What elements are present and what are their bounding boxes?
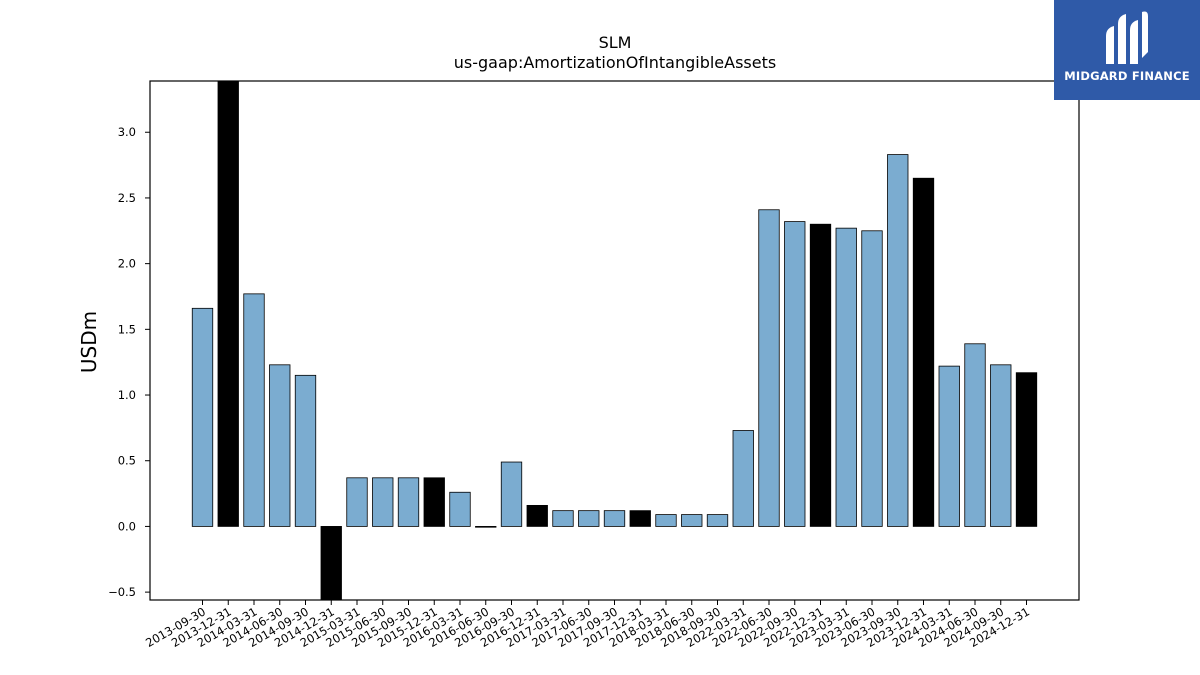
bar-2014-06-30 — [269, 364, 291, 527]
bar-2014-12-31 — [320, 526, 342, 601]
bar-2017-12-31 — [629, 510, 651, 527]
bar-2016-06-30 — [475, 526, 497, 528]
midgard-logo-icon — [1106, 11, 1148, 64]
plot-frame — [149, 80, 1080, 601]
bar-2024-09-30 — [990, 364, 1012, 527]
bar-2018-06-30 — [681, 514, 703, 527]
bar-2013-09-30 — [191, 307, 214, 527]
bar-2018-09-30 — [706, 514, 729, 527]
bar-2022-12-31 — [809, 223, 832, 527]
bar-2017-03-31 — [552, 510, 574, 527]
chart-subtitle: us-gaap:AmortizationOfIntangibleAssets — [454, 53, 776, 72]
x-axis-ticks: 2013-09-302013-12-312014-03-312014-06-30… — [143, 600, 1032, 650]
y-tick-label: 1.0 — [118, 388, 136, 402]
bar-2015-06-30 — [372, 477, 394, 527]
bar-2015-03-31 — [346, 477, 368, 527]
y-axis-ticks: −0.5 0.0 0.5 1.0 1.5 2.0 2.5 3.0 — [108, 125, 150, 599]
y-tick-label: 2.5 — [118, 191, 136, 205]
bar-2015-12-31 — [423, 477, 445, 527]
bar-2016-12-31 — [526, 504, 548, 527]
bar-2024-03-31 — [938, 365, 960, 527]
y-tick-label: 3.0 — [118, 125, 136, 139]
bar-2023-09-30 — [887, 154, 909, 527]
bar-2014-09-30 — [294, 374, 317, 527]
brand-logo: MIDGARD FINANCE — [1054, 0, 1200, 100]
y-tick-label: 0.0 — [118, 519, 136, 533]
bar-2013-12-31 — [217, 80, 239, 527]
bar-2024-06-30 — [964, 343, 986, 527]
bar-2023-12-31 — [912, 177, 935, 527]
bar-2014-03-31 — [243, 293, 265, 527]
bar-2023-03-31 — [835, 227, 857, 527]
y-axis-label: USDm — [77, 311, 101, 373]
bar-2018-03-31 — [655, 514, 677, 527]
bar-2016-09-30 — [500, 461, 523, 527]
y-tick-label: 0.5 — [118, 454, 136, 468]
bar-2023-06-30 — [861, 230, 883, 527]
bar-2015-09-30 — [397, 477, 420, 527]
bar-2017-06-30 — [578, 510, 600, 527]
bar-2022-03-31 — [732, 430, 754, 527]
bar-2022-06-30 — [758, 209, 780, 527]
bar-2022-09-30 — [784, 221, 806, 527]
y-tick-label: 2.0 — [118, 257, 136, 271]
bars-group — [191, 80, 1038, 601]
bar-2017-09-30 — [603, 510, 626, 527]
y-tick-label: 1.5 — [118, 322, 136, 336]
chart-title: SLM — [599, 33, 632, 52]
brand-name: MIDGARD FINANCE — [1064, 69, 1190, 83]
y-tick-label: −0.5 — [108, 585, 136, 599]
bar-2024-12-31 — [1015, 372, 1038, 527]
bar-2016-03-31 — [449, 491, 471, 527]
